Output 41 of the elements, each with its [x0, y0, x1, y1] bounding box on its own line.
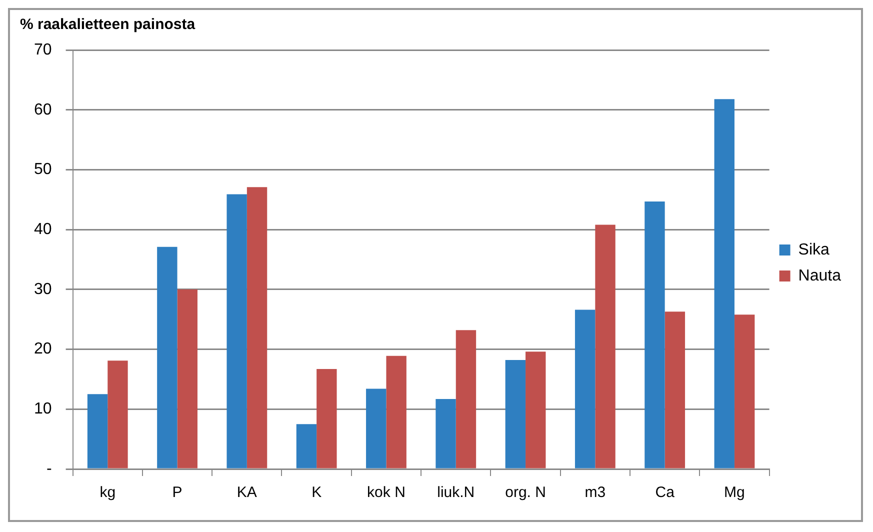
y-tick-label: 20: [34, 340, 52, 358]
y-tick-label: 40: [34, 220, 52, 238]
x-tick-label: liuk.N: [437, 484, 475, 502]
x-tick-label: P: [172, 484, 182, 502]
legend-label: Sika: [798, 241, 830, 258]
bar: [366, 388, 386, 468]
bar: [456, 330, 476, 468]
y-tick-label: 50: [34, 161, 52, 178]
bar: [87, 394, 108, 468]
x-tick-label: KA: [236, 484, 257, 502]
bar: [526, 352, 546, 468]
bar: [436, 398, 456, 468]
bar: [595, 224, 616, 468]
bar: [246, 187, 268, 468]
y-tick-label: -: [46, 460, 52, 478]
bar: [505, 360, 526, 468]
y-tick-label: 60: [34, 101, 52, 118]
bar: [574, 310, 596, 468]
bar: [157, 246, 178, 468]
x-tick-label: Ca: [655, 484, 676, 502]
bar: [177, 289, 198, 468]
y-tick-label: 70: [34, 41, 52, 58]
x-tick-label: K: [312, 484, 322, 502]
bar: [226, 194, 247, 468]
bar: [664, 312, 686, 468]
bar: [734, 314, 755, 468]
y-tick-label: 30: [34, 280, 52, 298]
x-tick-label: m3: [584, 484, 606, 502]
y-tick-label: 10: [34, 400, 52, 418]
x-tick-label: kg: [100, 484, 116, 502]
bar: [316, 369, 337, 468]
bar: [644, 201, 665, 468]
bar: [386, 356, 406, 468]
bar: [296, 424, 317, 468]
legend-label: Nauta: [798, 267, 842, 284]
bar: [108, 360, 128, 468]
x-tick-label: kok N: [367, 484, 406, 502]
x-tick-label: org. N: [505, 484, 546, 502]
x-tick-label: Mg: [724, 484, 745, 502]
bar: [714, 99, 734, 468]
chart-title: % raakalietteen painosta: [20, 16, 196, 34]
